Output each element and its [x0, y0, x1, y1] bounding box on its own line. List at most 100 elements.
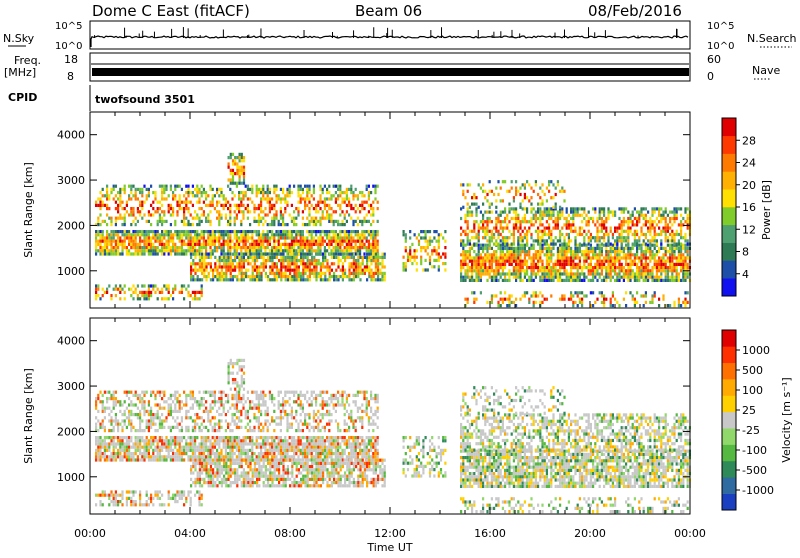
heatmap-cell: [300, 272, 302, 275]
heatmap-cell: [99, 223, 101, 226]
heatmap-cell: [256, 194, 258, 197]
heatmap-cell: [207, 204, 209, 207]
heatmap-cell: [353, 278, 355, 281]
heatmap-cell: [330, 207, 332, 210]
heatmap-cell: [264, 233, 266, 236]
heatmap-cell: [102, 201, 104, 204]
heatmap-cell: [117, 439, 119, 442]
heatmap-cell: [467, 253, 469, 256]
heatmap-cell: [124, 185, 126, 188]
heatmap-cell: [590, 260, 592, 263]
heatmap-cell: [467, 220, 469, 223]
heatmap-cell: [170, 455, 172, 458]
heatmap-cell: [478, 244, 480, 247]
heatmap-cell: [99, 249, 101, 252]
heatmap-cell: [610, 250, 612, 253]
heatmap-cell: [311, 194, 313, 197]
heatmap-cell: [550, 233, 552, 236]
heatmap-cell: [524, 217, 526, 220]
heatmap-cell: [537, 227, 539, 230]
heatmap-cell: [267, 223, 269, 226]
heatmap-cell: [119, 217, 121, 220]
heatmap-cell: [190, 236, 192, 239]
heatmap-cell: [471, 272, 473, 275]
heatmap-cell: [669, 253, 671, 256]
heatmap-cell: [271, 256, 273, 259]
heatmap-cell: [174, 185, 176, 188]
heatmap-cell: [530, 244, 532, 247]
heatmap-cell: [651, 211, 653, 214]
velocity-heatmap: [95, 359, 691, 513]
heatmap-cell: [260, 220, 262, 223]
heatmap-cell: [234, 233, 236, 236]
heatmap-cell: [581, 269, 583, 272]
heatmap-cell: [271, 262, 273, 265]
heatmap-cell: [405, 265, 407, 268]
heatmap-cell: [603, 263, 605, 266]
heatmap-cell: [627, 217, 629, 220]
heatmap-cell: [684, 263, 686, 266]
heatmap-cell: [236, 249, 238, 252]
heatmap-cell: [286, 243, 288, 246]
heatmap-cell: [275, 194, 277, 197]
heatmap-cell: [242, 194, 244, 197]
heatmap-cell: [559, 269, 561, 272]
heatmap-cell: [489, 256, 491, 259]
heatmap-cell: [143, 294, 145, 297]
heatmap-cell: [377, 272, 379, 275]
colorbar-swatch: [722, 243, 736, 261]
heatmap-cell: [185, 185, 187, 188]
heatmap-cell: [157, 288, 159, 291]
heatmap-cell: [194, 436, 196, 439]
heatmap-cell: [293, 249, 295, 252]
heatmap-cell: [524, 250, 526, 253]
heatmap-cell: [181, 452, 183, 455]
heatmap-cell: [625, 272, 627, 275]
heatmap-cell: [632, 214, 634, 217]
heatmap-cell: [113, 240, 115, 243]
heatmap-cell: [621, 236, 623, 239]
heatmap-cell: [260, 265, 262, 268]
heatmap-cell: [229, 213, 231, 216]
heatmap-cell: [196, 446, 198, 449]
heatmap-cell: [181, 246, 183, 249]
heatmap-cell: [427, 240, 429, 243]
heatmap-cell: [274, 272, 276, 275]
heatmap-cell: [614, 279, 616, 282]
heatmap-cell: [603, 301, 605, 304]
heatmap-cell: [504, 276, 506, 279]
heatmap-cell: [645, 301, 647, 304]
heatmap-cell: [302, 253, 304, 256]
heatmap-cell: [528, 227, 530, 230]
heatmap-cell: [486, 253, 488, 256]
heatmap-cell: [117, 455, 119, 458]
heatmap-cell: [286, 188, 288, 191]
heatmap-cell: [230, 259, 232, 262]
heatmap-cell: [346, 204, 348, 207]
heatmap-cell: [223, 265, 225, 268]
heatmap-cell: [296, 256, 298, 259]
heatmap-cell: [170, 188, 172, 191]
heatmap-cell: [588, 217, 590, 220]
heatmap-cell: [146, 442, 148, 445]
heatmap-cell: [480, 276, 482, 279]
heatmap-cell: [444, 230, 446, 233]
heatmap-cell: [154, 240, 156, 243]
heatmap-cell: [168, 249, 170, 252]
heatmap-cell: [546, 263, 548, 266]
heatmap-cell: [271, 207, 273, 210]
heatmap-cell: [616, 247, 618, 250]
heatmap-cell: [126, 246, 128, 249]
heatmap-cell: [289, 249, 291, 252]
heatmap-cell: [187, 207, 189, 210]
heatmap-cell: [232, 269, 234, 272]
heatmap-cell: [645, 250, 647, 253]
heatmap-cell: [550, 276, 552, 279]
heatmap-cell: [121, 449, 123, 452]
heatmap-cell: [667, 304, 669, 307]
heatmap-cell: [537, 211, 539, 214]
heatmap-cell: [284, 230, 286, 233]
heatmap-cell: [414, 233, 416, 236]
heatmap-cell: [517, 253, 519, 256]
heatmap-cell: [132, 291, 134, 294]
